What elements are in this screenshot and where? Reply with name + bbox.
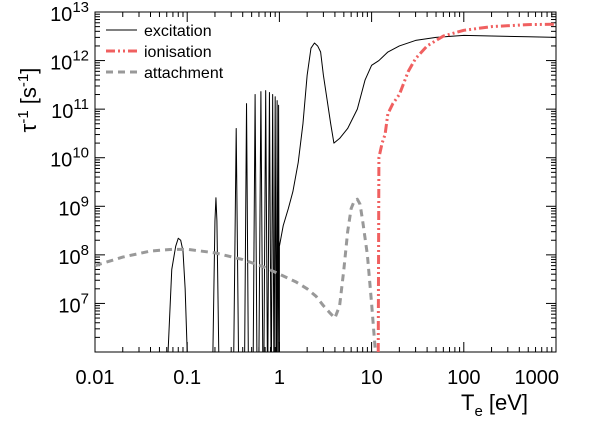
y-tick-base: 10 bbox=[58, 295, 80, 317]
y-tick-label: 1012 bbox=[50, 48, 89, 75]
series-layer bbox=[95, 22, 556, 352]
legend: excitation ionisation attachment bbox=[106, 23, 224, 82]
y-tick-base: 10 bbox=[58, 247, 80, 269]
series-line-ionisation bbox=[376, 22, 556, 352]
y-tick-exponent: 9 bbox=[81, 193, 89, 210]
y-tick-label: 107 bbox=[58, 290, 89, 317]
legend-label-excitation: excitation bbox=[144, 23, 212, 40]
y-tick-exponent: 12 bbox=[72, 48, 89, 65]
legend-label-ionisation: ionisation bbox=[144, 44, 212, 61]
y-tick-base: 10 bbox=[50, 4, 72, 26]
x-tick-label: 0.1 bbox=[173, 367, 201, 389]
y-tick-exponent: 7 bbox=[81, 290, 89, 307]
y-tick-label: 1010 bbox=[50, 145, 89, 172]
series-line-excitation bbox=[167, 34, 556, 352]
y-tick-exponent: 13 bbox=[72, 0, 89, 16]
x-tick-label: 1000 bbox=[515, 367, 560, 389]
y-axis-title: τ-1 [s-1] bbox=[15, 68, 41, 133]
x-tick-label: 1 bbox=[274, 367, 285, 389]
y-tick-exponent: 8 bbox=[81, 242, 89, 259]
plot-frame bbox=[94, 11, 557, 353]
legend-label-attachment: attachment bbox=[144, 65, 224, 82]
x-tick-label: 100 bbox=[447, 367, 480, 389]
y-tick-label: 1013 bbox=[50, 0, 89, 26]
x-tick-label: 0.01 bbox=[76, 367, 115, 389]
series-line-attachment bbox=[95, 197, 377, 352]
axis-ticks: 0.01 0.1 1 10 100 100010710810910101011101210… bbox=[50, 0, 559, 389]
y-tick-exponent: 11 bbox=[73, 96, 89, 113]
y-tick-base: 10 bbox=[50, 53, 72, 75]
y-tick-base: 10 bbox=[50, 150, 72, 172]
x-tick-label: 10 bbox=[360, 367, 382, 389]
y-tick-exponent: 10 bbox=[72, 145, 89, 162]
y-tick-base: 10 bbox=[51, 101, 73, 123]
x-axis-title: Te [eV] bbox=[461, 390, 528, 420]
y-tick-base: 10 bbox=[58, 198, 80, 220]
y-tick-label: 108 bbox=[58, 242, 89, 269]
y-tick-label: 109 bbox=[58, 193, 89, 220]
y-tick-label: 1011 bbox=[51, 96, 89, 123]
